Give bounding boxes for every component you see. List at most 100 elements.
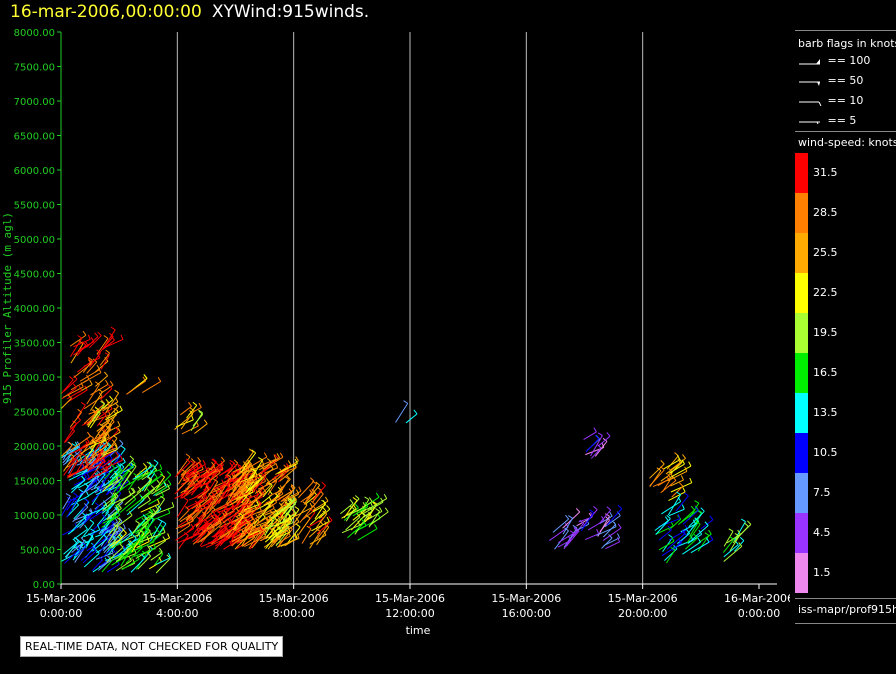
wind-barb <box>71 480 86 490</box>
wind-barb <box>214 486 230 506</box>
wind-barb-flag <box>279 452 284 458</box>
wind-barb-flag <box>604 513 610 517</box>
wind-barb <box>340 502 354 515</box>
wind-barb-flag <box>103 430 107 436</box>
wind-barb <box>181 425 199 435</box>
wind-barb-flag <box>315 481 321 486</box>
wind-barb-flag <box>273 454 277 460</box>
wind-barb <box>668 508 685 517</box>
wind-barb <box>232 465 246 473</box>
wind-barb <box>255 507 275 519</box>
wind-barb <box>309 534 327 545</box>
wind-barb <box>682 541 701 555</box>
wind-barb-flag <box>83 516 87 521</box>
wind-barb-flag <box>84 524 88 530</box>
wind-barb <box>95 375 108 387</box>
wind-barb <box>208 495 221 510</box>
wind-barb <box>70 495 89 506</box>
wind-barb <box>100 447 118 455</box>
wind-barb-flag <box>694 505 699 511</box>
wind-barb-flag <box>383 493 388 499</box>
wind-barb-flag <box>216 487 222 492</box>
quality-note: REAL-TIME DATA, NOT CHECKED FOR QUALITY <box>20 636 284 657</box>
wind-barb <box>587 520 605 531</box>
wind-barb <box>130 557 146 573</box>
wind-barb-flag <box>83 539 89 544</box>
wind-barb-flag <box>210 495 214 501</box>
wind-barb <box>85 535 94 549</box>
wind-barb <box>667 470 688 482</box>
colorbar-label: 19.5 <box>813 326 838 339</box>
wind-barb-flag <box>129 455 134 460</box>
wind-barb <box>179 508 200 523</box>
wind-barb-flag <box>141 554 146 559</box>
wind-barb <box>597 515 610 537</box>
wind-barb-flag <box>258 506 262 512</box>
x-tick-date-label: 15-Mar-2006 <box>142 592 212 605</box>
wind-barb-flag <box>99 485 104 490</box>
wind-barb <box>62 495 71 510</box>
wind-barb-flag <box>239 512 244 517</box>
wind-barb <box>680 509 699 524</box>
wind-barb <box>155 557 171 574</box>
x-tick-time-label: 16:00:00 <box>502 607 551 620</box>
wind-barb <box>183 475 198 493</box>
colorbar-swatch <box>795 153 808 193</box>
wind-barb-flag <box>292 508 297 514</box>
wind-barb <box>590 447 602 459</box>
wind-barb-flag <box>126 478 131 484</box>
wind-barb <box>85 506 108 517</box>
wind-barb <box>278 478 290 495</box>
wind-barb-flag <box>117 427 121 433</box>
colorbar-label: 31.5 <box>813 166 838 179</box>
wind-barb-flag <box>78 488 84 493</box>
wind-barb <box>240 452 257 473</box>
wind-barb-flag <box>283 464 288 469</box>
wind-barb <box>119 533 133 545</box>
wind-barb-flag <box>729 536 734 540</box>
wind-barb <box>86 537 107 552</box>
wind-barb-flag <box>573 527 577 532</box>
wind-barb <box>552 518 570 533</box>
wind-barb <box>265 533 278 549</box>
wind-barb-flag <box>268 481 273 486</box>
wind-barb-flag <box>82 330 87 336</box>
wind-barb <box>126 380 147 395</box>
wind-barb-flag <box>87 357 92 362</box>
wind-barb-flag <box>263 452 268 458</box>
wind-barb-flag <box>218 493 223 499</box>
wind-barb <box>180 405 192 416</box>
wind-barb <box>80 547 97 561</box>
wind-barb <box>205 465 220 478</box>
wind-barb-flag <box>113 512 117 518</box>
wind-barb <box>224 508 245 522</box>
wind-barb <box>88 441 101 462</box>
wind-barb-flag <box>220 460 224 466</box>
wind-barb <box>649 469 665 487</box>
wind-barb <box>177 532 200 544</box>
wind-barb <box>195 529 208 544</box>
wind-barb <box>309 510 327 526</box>
wind-barb-flag <box>616 533 621 539</box>
wind-barb-flag <box>211 509 216 515</box>
wind-barb-flag <box>364 496 370 500</box>
wind-barb <box>690 525 709 542</box>
wind-barb-flag <box>141 550 147 555</box>
wind-barb-flag <box>97 451 102 456</box>
wind-barb-flag <box>104 371 109 377</box>
wind-barb <box>98 408 113 419</box>
wind-barb <box>105 480 119 488</box>
wind-barb-flag <box>73 375 78 380</box>
wind-barb-flag <box>137 486 142 492</box>
wind-barb <box>209 476 219 490</box>
wind-barb <box>144 532 166 541</box>
wind-barb-flag <box>233 459 239 464</box>
wind-barb-flag <box>143 374 148 379</box>
wind-barb <box>260 531 274 542</box>
wind-barb-flag <box>201 474 206 479</box>
wind-barb-flag <box>248 459 252 465</box>
wind-barb-flag <box>160 495 165 500</box>
wind-barb-flag <box>274 454 279 459</box>
wind-barb-flag <box>88 356 93 361</box>
wind-barb-flag <box>294 462 297 468</box>
